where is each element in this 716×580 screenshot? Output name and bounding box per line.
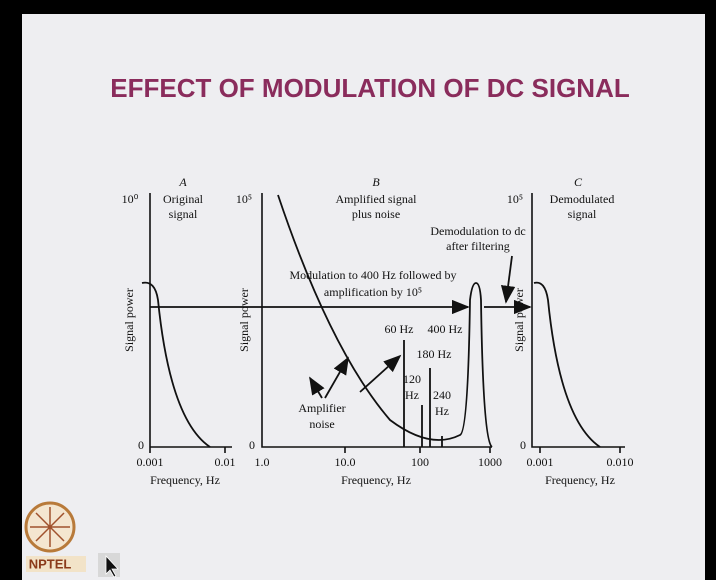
- x-tick: 0.010: [607, 455, 634, 469]
- annotation: 60 Hz: [385, 322, 414, 336]
- annotation: 180 Hz: [417, 347, 452, 361]
- x-label: Frequency, Hz: [150, 473, 220, 487]
- annotation: 400 Hz: [428, 322, 463, 336]
- caption: plus noise: [352, 207, 400, 221]
- title: EFFECT OF MODULATION OF DC SIGNAL: [110, 73, 630, 103]
- arrow: [500, 255, 516, 304]
- caption: Original: [163, 192, 204, 206]
- curve: [277, 194, 493, 448]
- x-tick: 0.001: [527, 455, 554, 469]
- x-tick: 1.0: [255, 455, 270, 469]
- curve: [533, 281, 601, 448]
- axes: [531, 193, 625, 453]
- x-tick: 0.001: [137, 455, 164, 469]
- arrow: [309, 376, 325, 399]
- caption: Demodulated: [550, 192, 615, 206]
- annotation: Hz: [435, 404, 449, 418]
- panel-a: A Original signal 10⁰ 0 Signal power 0.0…: [122, 175, 236, 487]
- arrow: [324, 356, 349, 399]
- slide-bg: [22, 14, 705, 580]
- annotation: Demodulation to dc: [430, 224, 525, 238]
- y-bottom: 0: [249, 438, 255, 452]
- x-tick: 10.0: [335, 455, 356, 469]
- panel-b: B Amplified signal plus noise 10⁵ 0 Sign…: [236, 175, 502, 487]
- spikes: [403, 340, 443, 447]
- annotation: Hz: [405, 388, 419, 402]
- panel-c: C Demodulated signal 10⁵ 0 Signal power …: [507, 175, 634, 487]
- arrow: [359, 354, 402, 393]
- x-tick: 1000: [478, 455, 502, 469]
- y-top: 10⁵: [236, 192, 252, 206]
- annotation: after filtering: [446, 239, 510, 253]
- letter: C: [574, 175, 583, 189]
- logo-text: NPTEL: [29, 556, 72, 571]
- logo: NPTEL: [24, 501, 86, 572]
- letter: B: [372, 175, 380, 189]
- x-tick: 0.01: [215, 455, 236, 469]
- y-top: 10⁵: [507, 192, 523, 206]
- y-bottom: 0: [520, 438, 526, 452]
- caption: signal: [568, 207, 597, 221]
- axes: [261, 193, 492, 453]
- y-label: Signal power: [122, 288, 136, 352]
- y-label: Signal power: [237, 288, 251, 352]
- curve: [141, 281, 211, 448]
- annotation: amplification by 10⁵: [324, 285, 422, 299]
- annotation: noise: [309, 417, 334, 431]
- letter: A: [178, 175, 187, 189]
- annotation: Amplifier: [298, 401, 345, 415]
- y-label: Signal power: [512, 288, 526, 352]
- caption: Amplified signal: [336, 192, 418, 206]
- cursor: [105, 554, 119, 578]
- y-bottom: 0: [138, 438, 144, 452]
- annotation: Modulation to 400 Hz followed by: [290, 268, 457, 282]
- caption: signal: [169, 207, 198, 221]
- y-top: 10⁰: [122, 192, 139, 206]
- annotation: 240: [433, 388, 451, 402]
- x-label: Frequency, Hz: [545, 473, 615, 487]
- x-tick: 100: [411, 455, 429, 469]
- axes: [149, 193, 232, 453]
- annotation: 120: [403, 372, 421, 386]
- x-label: Frequency, Hz: [341, 473, 411, 487]
